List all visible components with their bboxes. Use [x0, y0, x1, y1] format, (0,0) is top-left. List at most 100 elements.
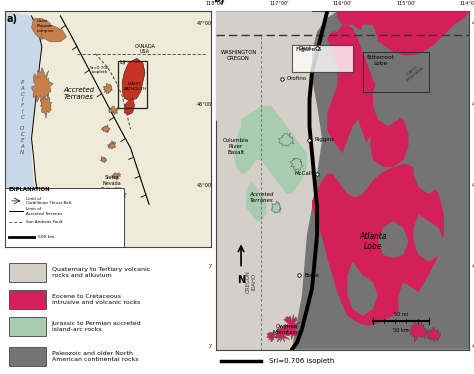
Polygon shape — [271, 201, 281, 213]
Polygon shape — [347, 262, 378, 316]
Polygon shape — [378, 221, 409, 258]
Polygon shape — [233, 106, 307, 194]
Text: Quaternary to Tertiary volcanic
rocks and alluvium: Quaternary to Tertiary volcanic rocks an… — [52, 267, 150, 278]
Text: Sierra
Nevada
Batholith: Sierra Nevada Batholith — [101, 175, 123, 191]
Text: 114°00': 114°00' — [459, 1, 474, 6]
Text: Owyhee
Mountains: Owyhee Mountains — [273, 324, 301, 335]
Text: Atlanta
Lobe: Atlanta Lobe — [359, 232, 387, 251]
Text: 47°00': 47°00' — [472, 21, 474, 25]
Text: Eocene to Cretaceous
intrusive and volcanic rocks: Eocene to Cretaceous intrusive and volca… — [52, 294, 140, 305]
Text: EXPLANATION: EXPLANATION — [9, 187, 51, 193]
Text: 116°00': 116°00' — [333, 1, 352, 6]
Text: Riggins: Riggins — [315, 137, 335, 142]
Polygon shape — [32, 18, 54, 40]
Text: San Andreas Fault: San Andreas Fault — [27, 220, 63, 224]
Polygon shape — [398, 282, 428, 329]
Bar — [292, 45, 353, 72]
Text: Jurassic to Permian accreted
island-arc rocks: Jurassic to Permian accreted island-arc … — [52, 321, 141, 332]
Text: Limit of
Accreted Terranes: Limit of Accreted Terranes — [27, 207, 63, 216]
Text: Dent: Dent — [299, 46, 312, 51]
Bar — [118, 61, 147, 108]
Text: 47°00': 47°00' — [197, 21, 213, 25]
Text: IDAHO
MONTANA: IDAHO MONTANA — [402, 62, 425, 83]
Polygon shape — [274, 324, 290, 342]
Text: Bitterroot
Lobe: Bitterroot Lobe — [366, 55, 394, 66]
Text: IDAHO
BATHOLITH: IDAHO BATHOLITH — [123, 82, 146, 91]
Polygon shape — [267, 331, 276, 342]
Text: 500 km: 500 km — [38, 235, 54, 239]
Bar — [9, 317, 46, 336]
Polygon shape — [428, 52, 459, 99]
Text: 115°00': 115°00' — [396, 1, 416, 6]
Polygon shape — [111, 173, 121, 180]
Polygon shape — [439, 282, 464, 323]
Polygon shape — [413, 147, 444, 194]
Polygon shape — [342, 120, 373, 174]
Polygon shape — [292, 11, 469, 350]
Text: Figure 3: Figure 3 — [296, 47, 321, 52]
Polygon shape — [405, 322, 428, 342]
Text: CANADA
USA: CANADA USA — [135, 43, 155, 54]
Polygon shape — [246, 181, 266, 221]
Polygon shape — [104, 198, 112, 206]
Polygon shape — [281, 315, 301, 340]
Polygon shape — [434, 113, 464, 160]
Text: Accreted
Terranes: Accreted Terranes — [64, 87, 94, 100]
Polygon shape — [101, 125, 110, 133]
Text: 50 km: 50 km — [393, 328, 409, 333]
Polygon shape — [122, 58, 145, 101]
Polygon shape — [124, 98, 135, 115]
Bar — [9, 290, 46, 309]
Text: 50 mi: 50 mi — [394, 312, 408, 316]
Text: OREGON
IDAHO: OREGON IDAHO — [246, 271, 256, 293]
Polygon shape — [312, 163, 444, 326]
Polygon shape — [42, 25, 66, 42]
Text: P
A
C
I
F
I
C
 
O
C
E
A
N: P A C I F I C O C E A N — [20, 80, 25, 154]
Bar — [5, 188, 124, 247]
Text: b): b) — [213, 0, 225, 4]
Polygon shape — [388, 52, 419, 99]
Text: 44°00': 44°00' — [472, 264, 474, 269]
Polygon shape — [40, 93, 52, 118]
Text: 43°00': 43°00' — [472, 344, 474, 349]
Text: 117°00': 117°00' — [269, 1, 289, 6]
Text: McCall: McCall — [294, 171, 312, 176]
Text: Columbia
River
Basalt: Columbia River Basalt — [223, 138, 249, 155]
Text: 44°00': 44°00' — [197, 264, 213, 269]
Text: Boise: Boise — [304, 273, 319, 278]
Bar — [9, 263, 46, 282]
Polygon shape — [426, 327, 441, 342]
Polygon shape — [62, 216, 75, 241]
Text: 46°00': 46°00' — [472, 102, 474, 107]
Text: Sri=0.706 isopleth: Sri=0.706 isopleth — [269, 358, 334, 364]
Polygon shape — [100, 156, 107, 163]
Text: 118°00': 118°00' — [206, 1, 226, 6]
Polygon shape — [103, 83, 112, 94]
Polygon shape — [32, 68, 53, 106]
Text: 43°00': 43°00' — [197, 344, 213, 349]
Polygon shape — [291, 158, 302, 171]
Polygon shape — [216, 11, 312, 113]
Polygon shape — [46, 200, 71, 237]
Text: 45°00': 45°00' — [472, 183, 474, 188]
Polygon shape — [337, 11, 469, 55]
Text: Paleozoic and older North
American continental rocks: Paleozoic and older North American conti… — [52, 351, 138, 362]
Polygon shape — [107, 141, 116, 149]
Bar — [9, 347, 46, 365]
Text: N: N — [237, 275, 245, 285]
Polygon shape — [278, 133, 294, 146]
Text: Orofino: Orofino — [287, 76, 307, 82]
Polygon shape — [5, 11, 46, 247]
Polygon shape — [109, 106, 120, 115]
Text: 46°00': 46°00' — [197, 102, 213, 107]
Bar — [363, 52, 428, 92]
Polygon shape — [370, 113, 409, 167]
Text: b): b) — [119, 60, 126, 65]
Text: Coast
Plutonic
complex: Coast Plutonic complex — [36, 19, 54, 33]
Polygon shape — [216, 72, 272, 126]
Text: Accreted
Terranes: Accreted Terranes — [249, 192, 273, 203]
Polygon shape — [413, 214, 444, 262]
Text: Limit of
Cordilleran Thrust Belt: Limit of Cordilleran Thrust Belt — [27, 197, 72, 205]
Polygon shape — [115, 190, 126, 200]
Polygon shape — [373, 79, 403, 126]
